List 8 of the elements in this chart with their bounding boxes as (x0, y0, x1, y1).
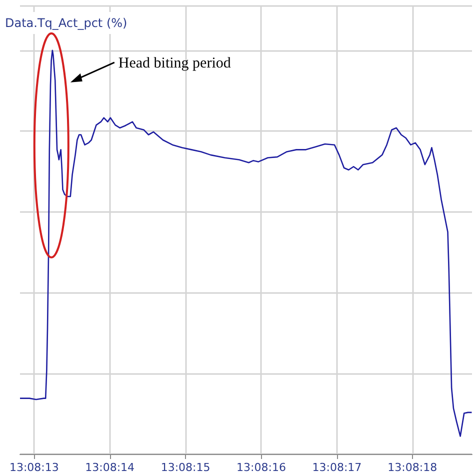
x-tick-label: 13:08:17 (312, 461, 362, 474)
x-tick-label: 13:08:13 (9, 461, 59, 474)
chart-title: Data.Tq_Act_pct (%) (5, 16, 128, 30)
x-tick-label: 13:08:18 (388, 461, 438, 474)
x-tick-label: 13:08:15 (160, 461, 210, 474)
annotation: Head biting period (118, 55, 232, 72)
x-tick-label: 13:08:14 (85, 461, 135, 474)
x-tick-label: 13:08:16 (236, 461, 286, 474)
